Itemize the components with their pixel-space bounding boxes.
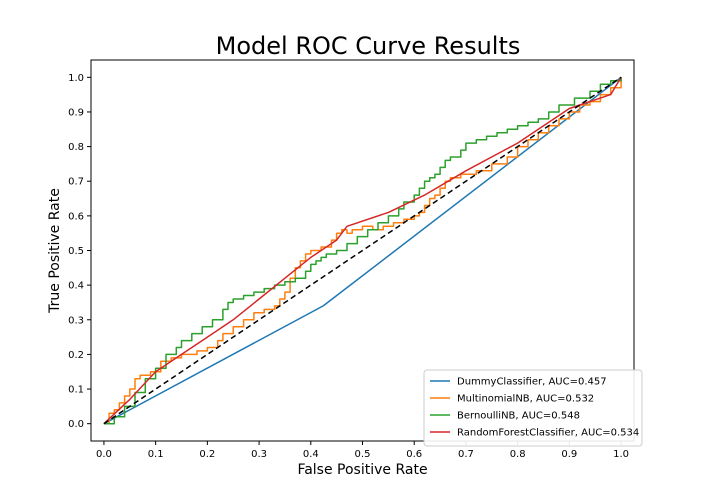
x-tick-label: 0.7 [458, 449, 474, 460]
x-tick-label: 0.6 [406, 449, 422, 460]
x-tick-label: 0.0 [96, 449, 112, 460]
x-tick-label: 0.9 [561, 449, 577, 460]
y-tick-label: 0.9 [68, 107, 84, 118]
y-tick-label: 0.3 [68, 315, 84, 326]
x-tick-label: 1.0 [613, 449, 629, 460]
y-axis: 0.0 0.1 0.2 0.3 0.4 0.5 0.6 0.7 0.8 0.9 1.0 [68, 73, 91, 430]
x-tick-label: 0.1 [148, 449, 164, 460]
x-tick-label: 0.8 [510, 449, 526, 460]
chart-title: Model ROC Curve Results [216, 32, 521, 60]
x-tick-label: 0.3 [251, 449, 267, 460]
x-tick-label: 0.4 [303, 449, 319, 460]
y-tick-label: 1.0 [68, 73, 84, 84]
y-tick-label: 0.6 [68, 211, 84, 222]
series-line [103, 76, 622, 425]
y-tick-label: 0.8 [68, 142, 84, 153]
x-tick-label: 0.2 [199, 449, 215, 460]
legend-label: DummyClassifier, AUC=0.457 [457, 377, 607, 388]
y-tick-label: 0.1 [68, 385, 84, 396]
y-tick-label: 0.7 [68, 177, 84, 188]
y-tick-label: 0.5 [68, 246, 84, 257]
y-tick-label: 0.0 [68, 419, 84, 430]
legend-label: RandomForestClassifier, AUC=0.534 [457, 428, 639, 439]
series-line [103, 77, 622, 425]
series-line [103, 76, 622, 425]
legend-label: BernoulliNB, AUC=0.548 [457, 411, 580, 422]
series-layer [103, 76, 622, 425]
y-axis-label: True Positive Rate [47, 188, 63, 314]
x-axis-label: False Positive Rate [297, 462, 427, 478]
y-tick-label: 0.2 [68, 350, 84, 361]
legend-box [423, 369, 643, 447]
diagonal-reference-line [103, 76, 622, 425]
x-tick-label: 0.5 [355, 449, 371, 460]
legend: DummyClassifier, AUC=0.457 MultinomialNB,… [423, 369, 643, 447]
y-tick-label: 0.4 [68, 281, 84, 292]
legend-label: MultinomialNB, AUC=0.532 [457, 394, 594, 405]
